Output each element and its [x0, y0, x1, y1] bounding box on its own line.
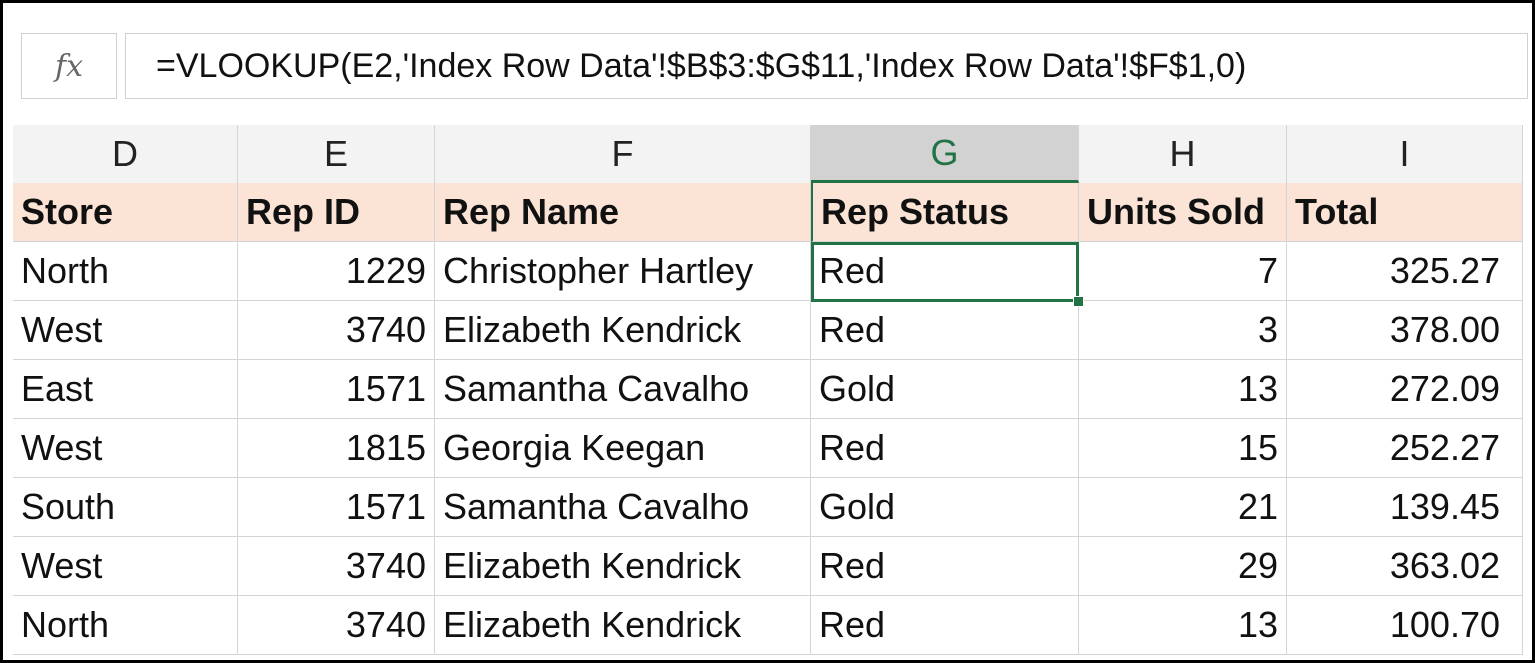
column-header-e[interactable]: E [238, 125, 435, 183]
cell-rep-status[interactable]: Gold [811, 478, 1079, 537]
table-row: South 1571 Samantha Cavalho Gold 21 139.… [13, 478, 1523, 537]
column-header-i[interactable]: I [1287, 125, 1523, 183]
cell-rep-name[interactable]: Georgia Keegan [435, 419, 811, 478]
cell-units-sold[interactable]: 7 [1079, 242, 1287, 301]
cell-rep-status[interactable]: Red [811, 596, 1079, 655]
cell-rep-status[interactable]: Red [811, 419, 1079, 478]
cell-total[interactable]: 363.02 [1287, 537, 1523, 596]
header-cell-rep-status[interactable]: Rep Status [811, 183, 1079, 242]
column-header-f[interactable]: F [435, 125, 811, 183]
cell-total[interactable]: 100.70 [1287, 596, 1523, 655]
cell-total[interactable]: 272.09 [1287, 360, 1523, 419]
formula-input[interactable]: =VLOOKUP(E2,'Index Row Data'!$B$3:$G$11,… [125, 33, 1528, 99]
cell-units-sold[interactable]: 13 [1079, 360, 1287, 419]
cell-units-sold[interactable]: 15 [1079, 419, 1287, 478]
cell-store[interactable]: East [13, 360, 238, 419]
cell-units-sold[interactable]: 29 [1079, 537, 1287, 596]
column-header-d[interactable]: D [13, 125, 238, 183]
column-headers: D E F G H I [13, 125, 1523, 184]
column-header-g[interactable]: G [811, 125, 1079, 183]
cell-rep-status[interactable]: Red [811, 537, 1079, 596]
table-row: North 3740 Elizabeth Kendrick Red 13 100… [13, 596, 1523, 655]
cell-store[interactable]: South [13, 478, 238, 537]
cell-rep-id[interactable]: 1815 [238, 419, 435, 478]
column-header-h[interactable]: H [1079, 125, 1287, 183]
header-cell-rep-id[interactable]: Rep ID [238, 183, 435, 242]
header-cell-store[interactable]: Store [13, 183, 238, 242]
fill-handle[interactable] [1073, 296, 1084, 307]
cell-rep-status[interactable]: Red [811, 301, 1079, 360]
cell-total[interactable]: 252.27 [1287, 419, 1523, 478]
cell-rep-name[interactable]: Christopher Hartley [435, 242, 811, 301]
table-row: West 3740 Elizabeth Kendrick Red 29 363.… [13, 537, 1523, 596]
cell-store[interactable]: West [13, 419, 238, 478]
cell-total[interactable]: 378.00 [1287, 301, 1523, 360]
cell-store[interactable]: North [13, 242, 238, 301]
cell-rep-name[interactable]: Samantha Cavalho [435, 478, 811, 537]
header-cell-rep-name[interactable]: Rep Name [435, 183, 811, 242]
cell-store[interactable]: North [13, 596, 238, 655]
header-cell-total[interactable]: Total [1287, 183, 1523, 242]
cell-rep-id[interactable]: 3740 [238, 301, 435, 360]
table-row: North 1229 Christopher Hartley Red 7 325… [13, 242, 1523, 301]
formula-text: =VLOOKUP(E2,'Index Row Data'!$B$3:$G$11,… [156, 46, 1247, 85]
cell-rep-id[interactable]: 1571 [238, 478, 435, 537]
cell-rep-status[interactable]: Gold [811, 360, 1079, 419]
header-cell-units-sold[interactable]: Units Sold [1079, 183, 1287, 242]
cell-rep-name[interactable]: Samantha Cavalho [435, 360, 811, 419]
cell-rep-name[interactable]: Elizabeth Kendrick [435, 537, 811, 596]
table-row: East 1571 Samantha Cavalho Gold 13 272.0… [13, 360, 1523, 419]
cell-units-sold[interactable]: 3 [1079, 301, 1287, 360]
cell-store[interactable]: West [13, 301, 238, 360]
cell-total[interactable]: 139.45 [1287, 478, 1523, 537]
cell-rep-name[interactable]: Elizabeth Kendrick [435, 596, 811, 655]
cell-rep-id[interactable]: 3740 [238, 537, 435, 596]
cell-total[interactable]: 325.27 [1287, 242, 1523, 301]
cell-rep-id[interactable]: 1571 [238, 360, 435, 419]
cell-rep-id[interactable]: 3740 [238, 596, 435, 655]
cell-rep-name[interactable]: Elizabeth Kendrick [435, 301, 811, 360]
table-row: West 3740 Elizabeth Kendrick Red 3 378.0… [13, 301, 1523, 360]
table-row: West 1815 Georgia Keegan Red 15 252.27 [13, 419, 1523, 478]
cell-rep-id[interactable]: 1229 [238, 242, 435, 301]
table-header-row: Store Rep ID Rep Name Rep Status Units S… [13, 183, 1523, 242]
fx-icon: fx [54, 48, 84, 84]
cell-units-sold[interactable]: 21 [1079, 478, 1287, 537]
formula-bar: fx =VLOOKUP(E2,'Index Row Data'!$B$3:$G$… [11, 33, 1528, 99]
cell-rep-status[interactable]: Red [811, 242, 1079, 301]
insert-function-button[interactable]: fx [21, 33, 117, 99]
cell-units-sold[interactable]: 13 [1079, 596, 1287, 655]
cell-store[interactable]: West [13, 537, 238, 596]
